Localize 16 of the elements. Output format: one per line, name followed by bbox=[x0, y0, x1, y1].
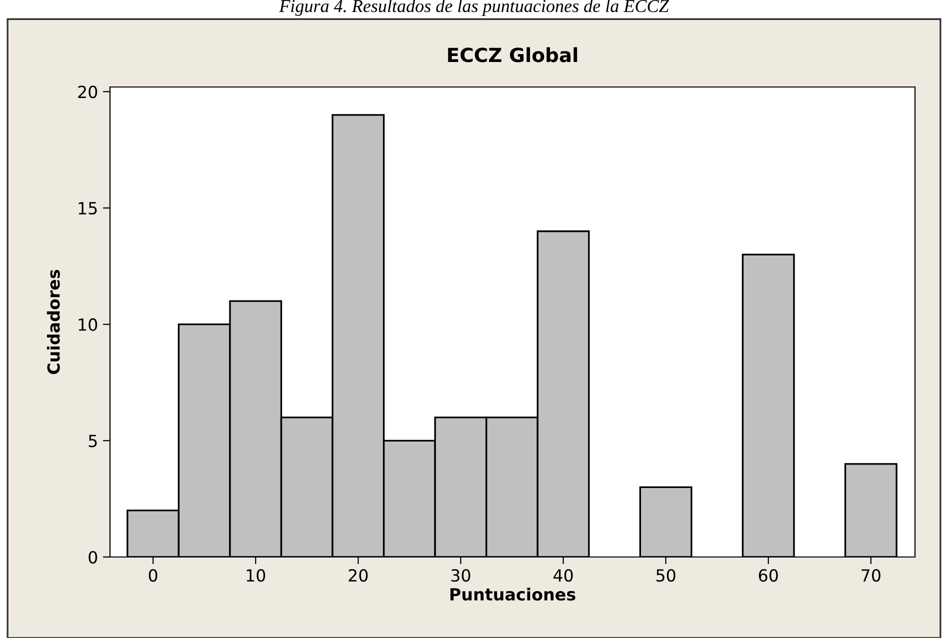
x-tick-label: 60 bbox=[758, 569, 778, 582]
x-tick-label: 10 bbox=[246, 569, 266, 582]
y-tick-label: 15 bbox=[78, 202, 97, 215]
x-tick-label: 50 bbox=[656, 569, 676, 582]
x-tick-label: 30 bbox=[451, 569, 470, 582]
chart-title: ECCZ Global bbox=[448, 47, 578, 62]
y-axis-title: Cuidadores bbox=[46, 270, 60, 374]
x-tick-label: 70 bbox=[862, 569, 880, 582]
x-tick-label: 40 bbox=[553, 569, 573, 582]
x-tick-label: 0 bbox=[148, 569, 158, 582]
y-tick-label: 20 bbox=[78, 86, 98, 98]
y-tick-label: 0 bbox=[88, 550, 98, 564]
y-tick-label: 10 bbox=[78, 318, 98, 331]
y-tick-label: 5 bbox=[88, 434, 97, 448]
x-tick-label: 20 bbox=[348, 569, 368, 582]
x-axis-title: Puntuaciones bbox=[450, 588, 576, 601]
